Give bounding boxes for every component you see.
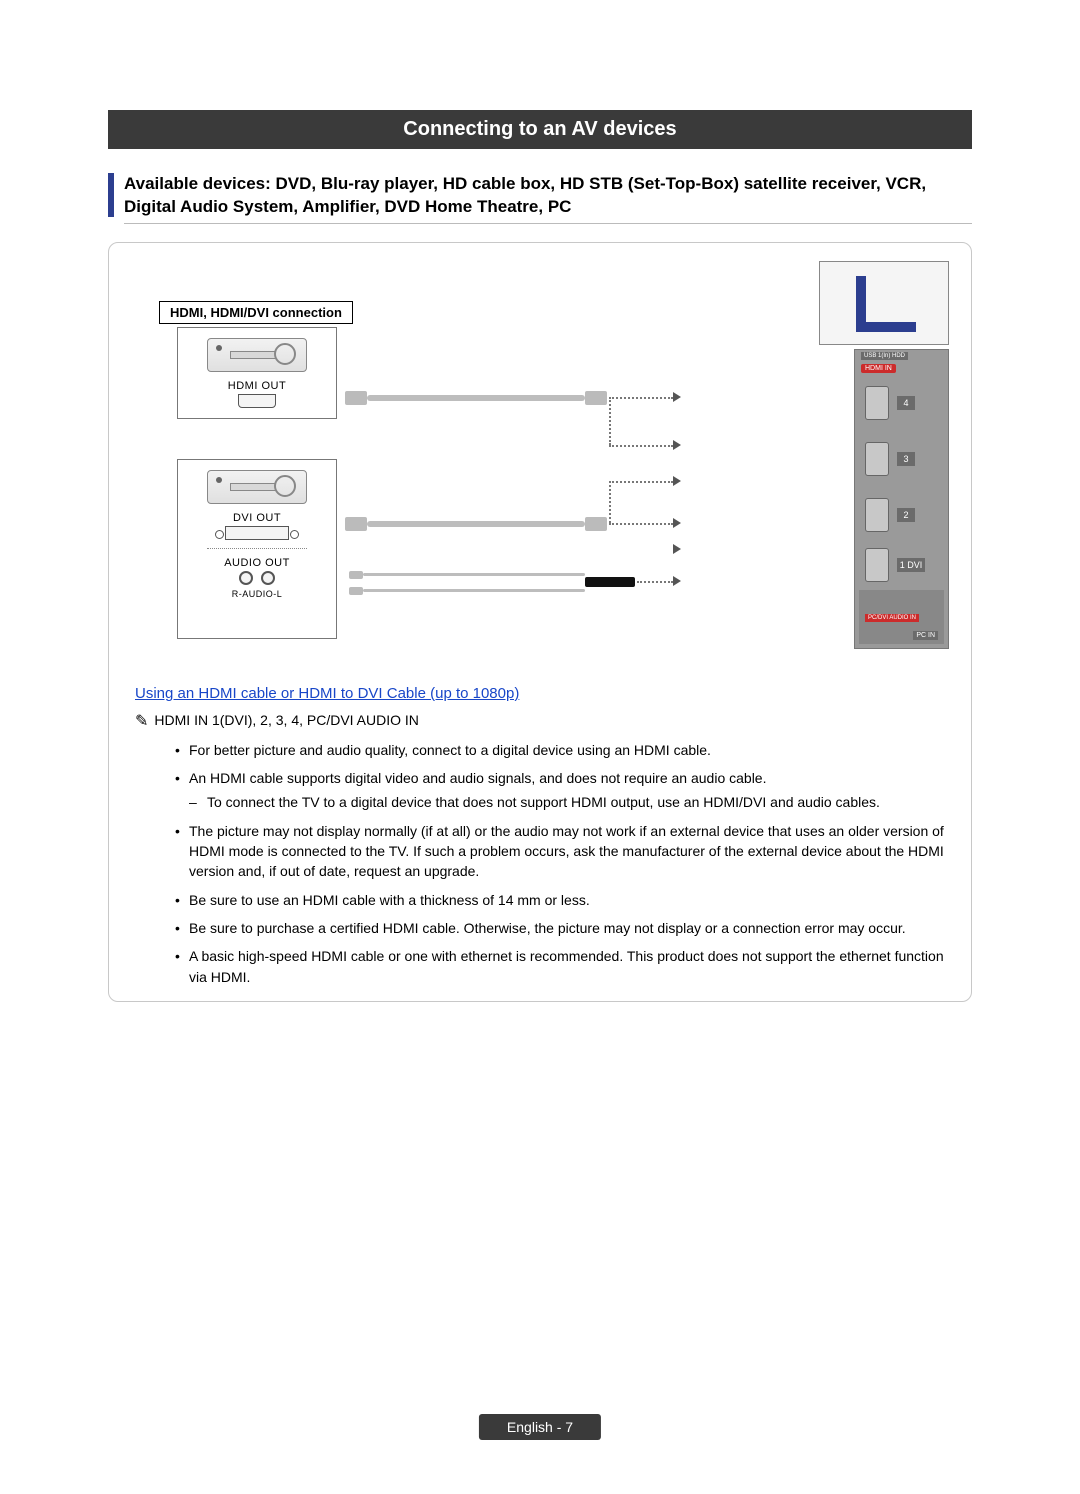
arrow-line: [609, 397, 611, 445]
footer-text: English - 7: [507, 1419, 573, 1435]
audio-cable: [363, 573, 585, 576]
arrow-line: [609, 481, 611, 523]
banner-title: Connecting to an AV devices: [403, 118, 676, 140]
note-row: ✎ HDMI IN 1(DVI), 2, 3, 4, PC/DVI AUDIO …: [135, 712, 949, 732]
audio-cable: [363, 589, 585, 592]
plug-icon: [349, 587, 363, 595]
hdmi-out-label: HDMI OUT: [194, 380, 320, 392]
hdmi-cable: [367, 395, 585, 401]
section-banner: Connecting to an AV devices: [108, 110, 972, 149]
port-number: 3: [897, 452, 915, 466]
hdmi-port-icon: [238, 394, 276, 408]
arrow-head-icon: [673, 518, 681, 528]
intro-underline: [124, 223, 972, 224]
note-icon: ✎: [135, 711, 148, 731]
r-audio-l-label: R-AUDIO-L: [194, 589, 320, 599]
accent-bar: [108, 173, 114, 217]
pcdvi-label: PC/DVI AUDIO IN: [865, 614, 919, 622]
bullet-text: Be sure to purchase a certified HDMI cab…: [189, 920, 906, 936]
usb-label: USB 1(In) HDD: [861, 352, 908, 360]
tv-top-icon: [819, 261, 949, 345]
page-footer: English - 7: [479, 1414, 601, 1440]
arrow-line: [609, 523, 673, 525]
diagram-card: HDMI, HDMI/DVI connection HDMI OUT DVI O…: [108, 242, 972, 1002]
bullet-list: For better picture and audio quality, co…: [131, 740, 949, 987]
device-hdmi-out: HDMI OUT: [177, 327, 337, 419]
arrow-line: [609, 481, 673, 483]
pc-in-label: PC IN: [913, 631, 938, 640]
arrow-line: [609, 397, 673, 399]
plug-icon: [345, 391, 367, 405]
plug-icon: [349, 571, 363, 579]
arrow-head-icon: [673, 440, 681, 450]
audio-jack-icon: [585, 577, 635, 587]
bullet-text: A basic high-speed HDMI cable or one wit…: [189, 948, 944, 984]
bullet-text: Be sure to use an HDMI cable with a thic…: [189, 892, 590, 908]
hdmi-port-slot: [865, 548, 889, 582]
list-item: An HDMI cable supports digital video and…: [175, 768, 949, 813]
arrow-head-icon: [673, 544, 681, 554]
hdmi-dvi-label: HDMI, HDMI/DVI connection: [159, 301, 353, 324]
hdmi-port-slot: [865, 442, 889, 476]
dvi-out-label: DVI OUT: [194, 512, 320, 524]
dvi-cable: [367, 521, 585, 527]
arrow-line: [609, 445, 673, 447]
subsection-heading: Using an HDMI cable or HDMI to DVI Cable…: [135, 685, 949, 702]
bullet-text: For better picture and audio quality, co…: [189, 742, 711, 758]
intro-text: Available devices: DVD, Blu-ray player, …: [124, 173, 972, 219]
audio-out-label: AUDIO OUT: [194, 557, 320, 569]
diagram-area: HDMI, HDMI/DVI connection HDMI OUT DVI O…: [131, 261, 949, 661]
hdmi-port-slot: [865, 498, 889, 532]
hdmi-port-slot: [865, 386, 889, 420]
port-number: 2: [897, 508, 915, 522]
rca-jacks-icon: [194, 571, 320, 585]
arrow-head-icon: [673, 476, 681, 486]
plug-icon: [585, 517, 607, 531]
stb-icon: [207, 470, 307, 504]
note-label: HDMI IN 1(DVI), 2, 3, 4, PC/DVI AUDIO IN: [154, 712, 419, 728]
dvi-port-icon: [225, 526, 289, 540]
stb-icon: [207, 338, 307, 372]
bottom-ports: PC/DVI AUDIO IN PC IN: [859, 590, 944, 644]
list-item: Be sure to purchase a certified HDMI cab…: [175, 918, 949, 938]
list-item: The picture may not display normally (if…: [175, 821, 949, 882]
tv-back-panel: USB 1(In) HDD HDMI IN 4 3 2 1 DVI PC/DVI…: [854, 349, 949, 649]
hdmi-in-label: HDMI IN: [861, 364, 896, 373]
list-item: Be sure to use an HDMI cable with a thic…: [175, 890, 949, 910]
port-number: 4: [897, 396, 915, 410]
sub-bullet: To connect the TV to a digital device th…: [189, 792, 949, 812]
tv-corner-accent: [856, 322, 916, 332]
arrow-head-icon: [673, 576, 681, 586]
port-number: 1 DVI: [897, 558, 925, 572]
plug-icon: [585, 391, 607, 405]
list-item: A basic high-speed HDMI cable or one wit…: [175, 946, 949, 987]
intro-row: Available devices: DVD, Blu-ray player, …: [108, 173, 972, 224]
bullet-text: An HDMI cable supports digital video and…: [189, 770, 766, 786]
arrow-line: [637, 581, 673, 583]
divider-dots: [207, 548, 308, 549]
bullet-text: The picture may not display normally (if…: [189, 823, 944, 880]
arrow-head-icon: [673, 392, 681, 402]
list-item: For better picture and audio quality, co…: [175, 740, 949, 760]
plug-icon: [345, 517, 367, 531]
device-dvi-out: DVI OUT AUDIO OUT R-AUDIO-L: [177, 459, 337, 639]
